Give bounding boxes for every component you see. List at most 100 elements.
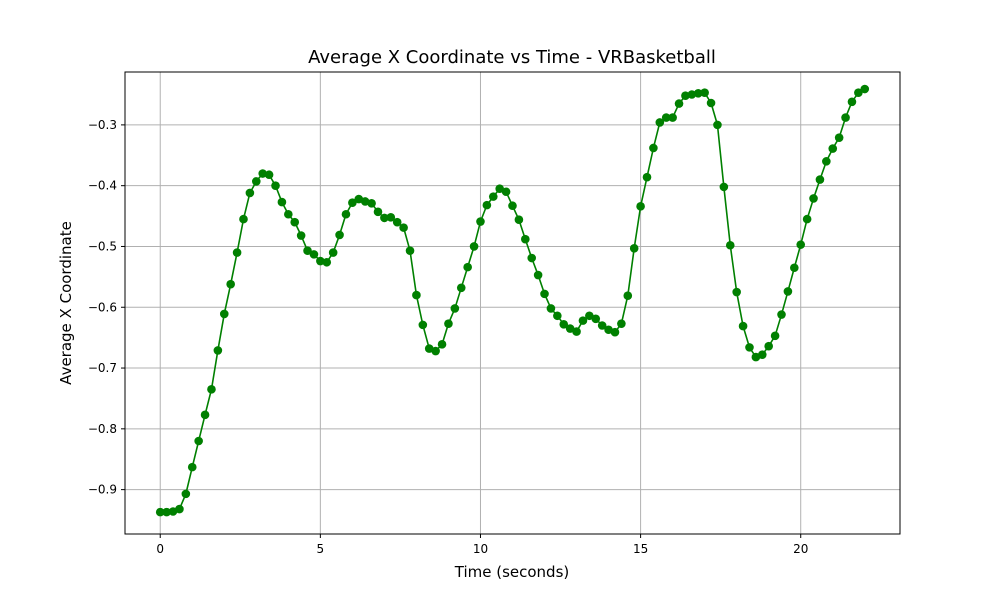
data-point bbox=[284, 209, 293, 219]
data-point bbox=[219, 309, 229, 319]
data-point bbox=[700, 88, 709, 97]
chart-title: Average X Coordinate vs Time - VRBasketb… bbox=[308, 47, 716, 68]
data-point bbox=[316, 256, 325, 266]
data-point bbox=[431, 346, 440, 356]
data-point bbox=[745, 343, 754, 352]
data-point bbox=[597, 321, 607, 330]
data-point bbox=[207, 385, 216, 394]
data-point bbox=[668, 113, 677, 122]
data-point bbox=[713, 120, 722, 130]
data-point bbox=[296, 231, 306, 240]
data-point bbox=[328, 248, 338, 257]
data-point bbox=[463, 262, 472, 272]
data-point bbox=[386, 212, 396, 222]
data-point bbox=[546, 304, 556, 313]
data-point bbox=[501, 187, 511, 197]
data-point bbox=[764, 341, 773, 351]
data-point bbox=[809, 194, 818, 203]
data-point bbox=[232, 248, 242, 257]
series-group bbox=[155, 84, 870, 517]
data-point bbox=[309, 250, 319, 259]
data-point bbox=[617, 319, 626, 328]
data-point bbox=[854, 88, 863, 97]
data-point bbox=[642, 172, 652, 182]
data-point bbox=[802, 214, 812, 224]
data-point bbox=[258, 169, 268, 178]
y-tick-label: −0.9 bbox=[88, 483, 117, 497]
data-point bbox=[175, 504, 184, 514]
data-point bbox=[585, 311, 594, 321]
x-tick-label: 10 bbox=[473, 542, 488, 556]
data-point bbox=[732, 287, 741, 297]
data-point bbox=[565, 324, 575, 333]
data-point bbox=[610, 327, 620, 337]
data-point bbox=[719, 182, 729, 192]
data-point bbox=[348, 198, 357, 207]
data-point bbox=[693, 88, 703, 98]
data-point bbox=[303, 246, 312, 256]
data-point bbox=[252, 177, 261, 186]
x-tick-label: 0 bbox=[156, 542, 164, 556]
data-point bbox=[187, 462, 197, 472]
data-point bbox=[674, 99, 684, 108]
data-point bbox=[636, 202, 645, 211]
plot-frame bbox=[124, 71, 901, 535]
data-point bbox=[335, 230, 344, 240]
data-point bbox=[239, 214, 248, 224]
data-point bbox=[418, 320, 428, 330]
data-point bbox=[290, 217, 300, 227]
data-point bbox=[841, 113, 850, 122]
data-point bbox=[687, 90, 697, 99]
data-point bbox=[540, 289, 549, 299]
data-point bbox=[155, 507, 165, 517]
data-point bbox=[822, 157, 831, 166]
data-point bbox=[444, 319, 453, 328]
data-point bbox=[245, 188, 255, 198]
data-point bbox=[437, 340, 447, 349]
y-axis-ticks: −0.9 −0.8 −0.7 −0.6 −0.5 −0.4 −0.3 bbox=[88, 118, 125, 497]
data-point bbox=[655, 118, 665, 127]
data-point bbox=[488, 192, 498, 201]
y-tick-label: −0.7 bbox=[88, 361, 117, 375]
y-tick-label: −0.3 bbox=[88, 118, 117, 132]
data-point bbox=[828, 144, 838, 153]
data-point bbox=[572, 327, 581, 336]
y-tick-label: −0.4 bbox=[88, 179, 117, 193]
data-point bbox=[476, 217, 485, 226]
x-tick-label: 15 bbox=[633, 542, 648, 556]
data-point bbox=[533, 270, 543, 280]
data-point bbox=[162, 507, 171, 517]
data-point bbox=[623, 291, 633, 301]
data-point bbox=[681, 91, 690, 101]
data-point bbox=[380, 213, 389, 223]
data-point bbox=[706, 98, 716, 108]
data-point bbox=[495, 184, 504, 194]
series-layer bbox=[155, 84, 870, 517]
y-tick-label: −0.5 bbox=[88, 239, 117, 253]
data-point bbox=[271, 181, 280, 190]
y-tick-label: −0.8 bbox=[88, 422, 117, 436]
data-point bbox=[213, 346, 223, 355]
data-point bbox=[392, 217, 402, 227]
data-point bbox=[264, 170, 274, 180]
x-axis-label: Time (seconds) bbox=[454, 563, 570, 581]
data-point bbox=[527, 253, 537, 263]
data-point bbox=[591, 314, 601, 324]
data-point bbox=[847, 97, 857, 107]
data-point bbox=[399, 223, 408, 232]
data-point bbox=[514, 215, 524, 225]
data-point bbox=[757, 350, 767, 359]
data-point bbox=[725, 240, 735, 250]
data-point bbox=[181, 489, 191, 499]
data-point bbox=[521, 234, 530, 244]
data-point bbox=[456, 283, 466, 293]
data-point bbox=[783, 287, 793, 296]
data-point bbox=[194, 436, 203, 446]
y-axis-label: Average X Coordinate bbox=[57, 221, 75, 385]
data-point bbox=[860, 84, 870, 94]
data-point bbox=[469, 242, 479, 251]
y-tick-label: −0.6 bbox=[88, 300, 117, 314]
data-point bbox=[661, 113, 671, 122]
